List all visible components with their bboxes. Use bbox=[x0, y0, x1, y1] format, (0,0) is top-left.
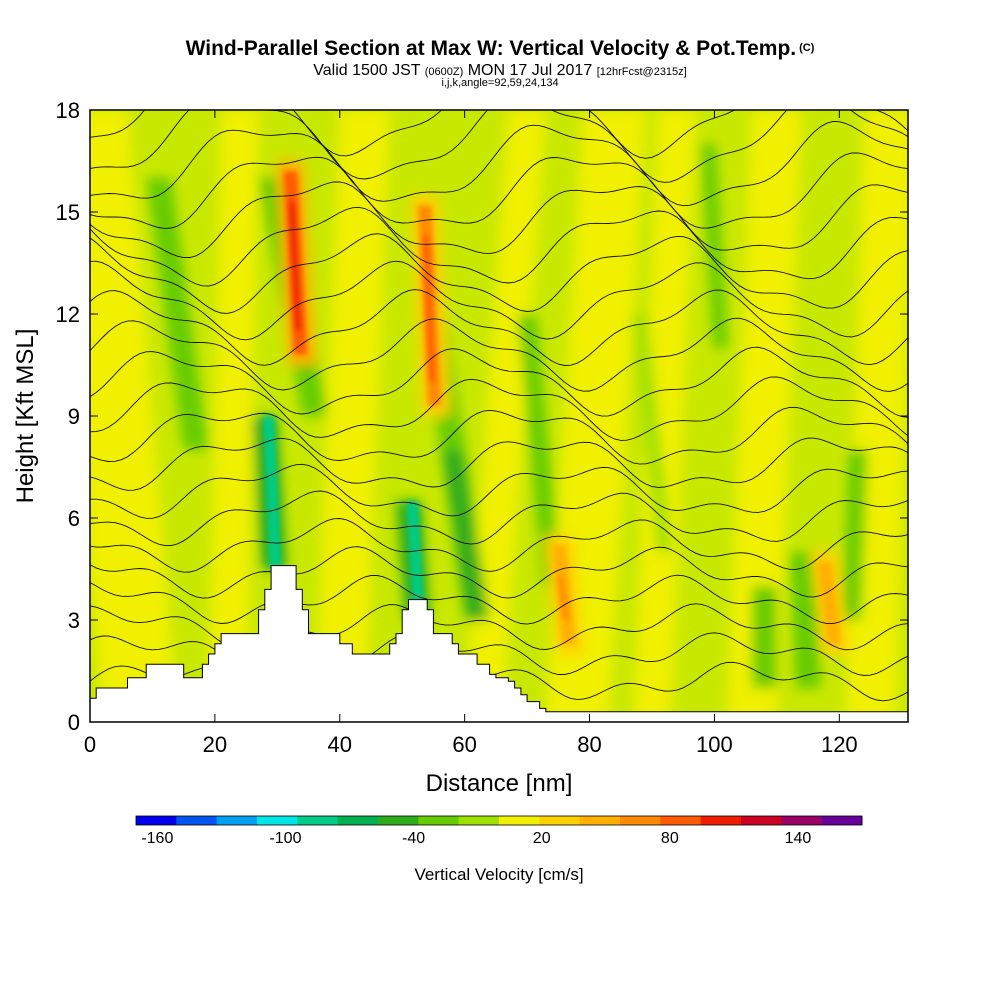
colorbar-swatch bbox=[579, 816, 621, 825]
downdraft-band bbox=[517, 314, 562, 586]
colorbar-tick-label: -160 bbox=[141, 830, 173, 847]
isentrope-line bbox=[90, 376, 908, 441]
colorbar-swatch bbox=[620, 816, 661, 825]
colorbar-frame bbox=[135, 815, 863, 826]
axes: 0 20 40 60 80 100 120 0 3 6 9 12 15 18 bbox=[56, 98, 908, 757]
colorbar-swatch bbox=[741, 816, 782, 825]
isentrope-line bbox=[90, 152, 908, 229]
colorbar-tick-label: 20 bbox=[533, 830, 551, 847]
colorbar-tick-label: -40 bbox=[402, 830, 425, 847]
colorbar-swatch bbox=[458, 816, 500, 825]
chart-title: Wind-Parallel Section at Max W: Vertical… bbox=[185, 37, 815, 60]
colorbar-swatch bbox=[660, 816, 702, 825]
colorbar-tick-label: -100 bbox=[269, 830, 301, 847]
y-tick-label: 12 bbox=[56, 302, 80, 327]
y-axis-title: Height [Kft MSL] bbox=[12, 329, 39, 504]
colorbar-swatch bbox=[378, 816, 419, 825]
downdraft-band bbox=[842, 450, 868, 620]
downdraft-band bbox=[632, 314, 672, 552]
isentrope-line bbox=[90, 490, 908, 547]
isentrope-line bbox=[90, 289, 908, 366]
downdraft-band bbox=[442, 450, 487, 620]
isentrope-line bbox=[90, 317, 908, 392]
x-tick-label: 120 bbox=[821, 732, 858, 757]
plot-area bbox=[90, 110, 908, 722]
colorbar-swatch bbox=[337, 816, 379, 825]
isentrope-line bbox=[90, 463, 908, 519]
colorbar-title: Vertical Velocity [cm/s] bbox=[414, 865, 583, 884]
colorbar-tick-label: 80 bbox=[661, 830, 679, 847]
updraft-peak bbox=[422, 235, 436, 382]
chart-subtitle: Valid 1500 JST (0600Z) MON 17 Jul 2017 [… bbox=[313, 62, 687, 79]
colorbar-swatch bbox=[821, 816, 863, 825]
colorbar-swatch bbox=[297, 816, 339, 825]
colorbar-swatch bbox=[216, 816, 258, 825]
weak-updraft-band bbox=[464, 110, 546, 722]
weak-updraft-band bbox=[208, 110, 259, 722]
y-tick-label: 9 bbox=[68, 404, 80, 429]
colorbar-swatch bbox=[499, 816, 540, 825]
isentrope-line bbox=[90, 546, 908, 599]
isentrope-line bbox=[90, 406, 908, 465]
y-tick-label: 15 bbox=[56, 200, 80, 225]
isentrope-line bbox=[90, 181, 908, 259]
updraft-peak bbox=[557, 575, 570, 620]
y-tick-label: 18 bbox=[56, 98, 80, 123]
isentrope-line bbox=[90, 233, 908, 314]
x-tick-label: 0 bbox=[84, 732, 96, 757]
colorbar-swatch bbox=[418, 816, 460, 825]
y-tick-label: 3 bbox=[68, 608, 80, 633]
x-tick-label: 60 bbox=[452, 732, 476, 757]
x-tick-label: 80 bbox=[577, 732, 601, 757]
velocity-field bbox=[90, 110, 908, 722]
x-tick-label: 40 bbox=[328, 732, 352, 757]
copyright-mark: (C) bbox=[799, 42, 815, 54]
y-tick-label: 6 bbox=[68, 506, 80, 531]
weak-updraft-band bbox=[633, 110, 696, 722]
weak-updraft-band bbox=[314, 110, 390, 722]
updraft-peak bbox=[822, 592, 835, 620]
colorbar-swatch bbox=[176, 816, 218, 825]
x-tick-label: 20 bbox=[203, 732, 227, 757]
isentrope-line bbox=[90, 260, 908, 341]
isentrope-line bbox=[90, 437, 908, 491]
isentrope-line bbox=[90, 121, 908, 207]
chart-subtitle-indices: i,j,k,angle=92,59,24,134 bbox=[441, 77, 559, 89]
downdraft-core bbox=[263, 416, 282, 569]
isentrope-line bbox=[90, 206, 908, 287]
colorbar-swatch bbox=[257, 816, 298, 825]
x-tick-label: 100 bbox=[696, 732, 733, 757]
downdraft-band bbox=[700, 144, 729, 348]
colorbar-swatch bbox=[136, 816, 177, 825]
colorbar-swatch bbox=[700, 816, 742, 825]
weak-updraft-band bbox=[726, 110, 802, 722]
x-axis-title: Distance [nm] bbox=[426, 770, 573, 797]
isentrope-line bbox=[90, 110, 908, 183]
y-tick-label: 0 bbox=[68, 710, 80, 735]
colorbar-swatch bbox=[781, 816, 823, 825]
colorbar-swatch bbox=[539, 816, 581, 825]
downdraft-band bbox=[751, 586, 777, 688]
isentrope-line bbox=[90, 518, 908, 573]
weak-updraft-band bbox=[90, 110, 178, 722]
colorbar: -160 -100 -40 20 80 140 bbox=[135, 815, 863, 847]
downdraft-core bbox=[406, 501, 425, 620]
isentrope-line bbox=[90, 346, 908, 418]
downdraft-band bbox=[789, 552, 821, 688]
downdraft-band bbox=[146, 178, 209, 450]
isentrope-line bbox=[90, 574, 908, 625]
colorbar-tick-label: 140 bbox=[785, 830, 812, 847]
terrain bbox=[90, 565, 908, 722]
isentrope-lines bbox=[90, 110, 908, 702]
